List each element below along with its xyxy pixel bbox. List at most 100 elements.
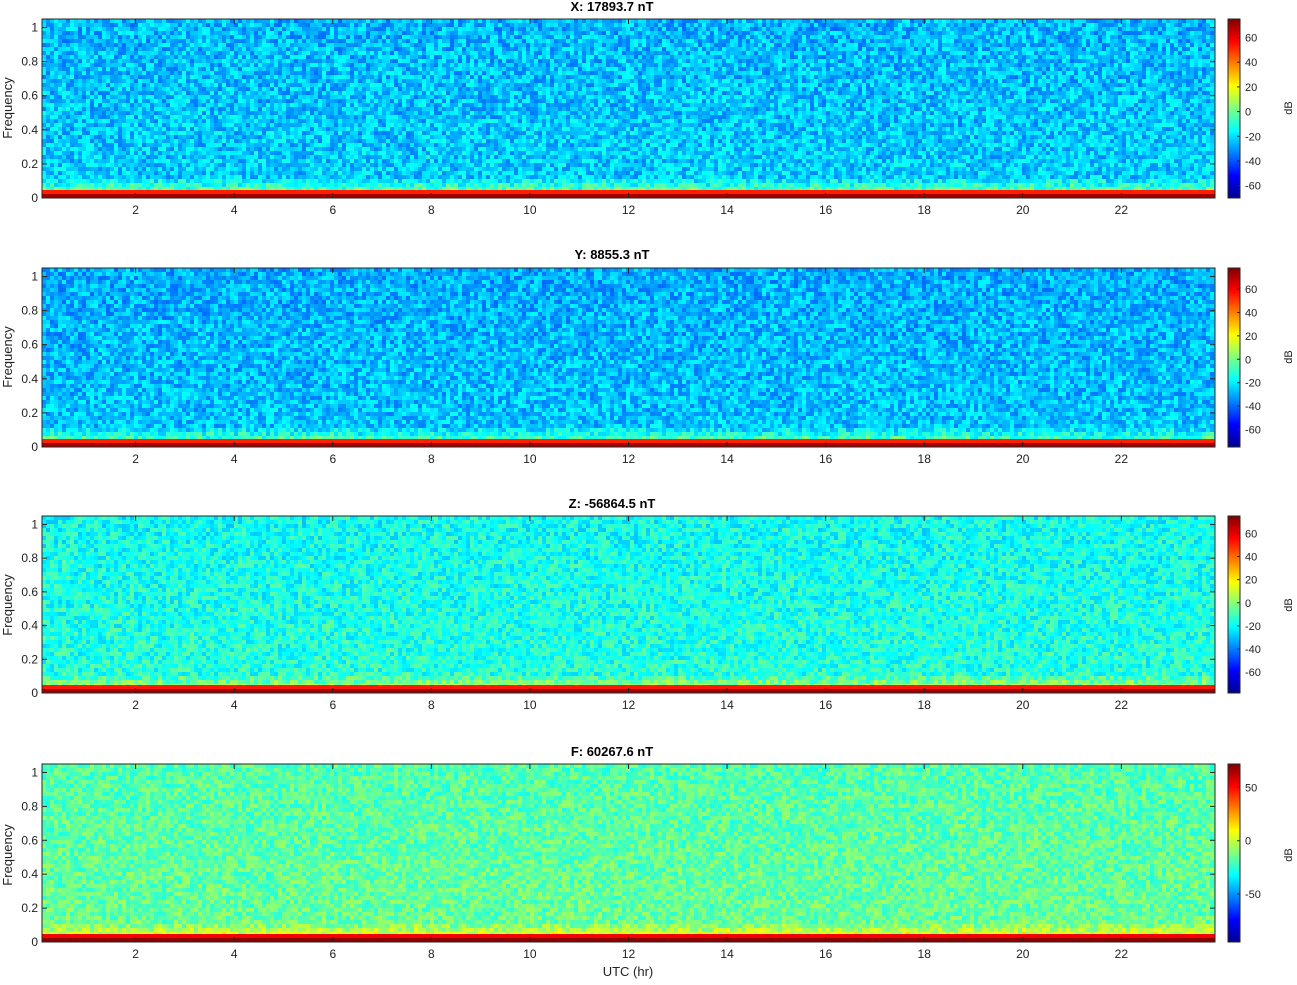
heatmap-cell bbox=[558, 79, 562, 83]
heatmap-cell bbox=[474, 79, 478, 83]
heatmap-cell bbox=[662, 71, 666, 75]
heatmap-cell bbox=[550, 51, 554, 55]
heatmap-cell bbox=[86, 83, 90, 87]
heatmap-cell bbox=[1158, 51, 1162, 55]
heatmap-cell bbox=[378, 83, 382, 87]
heatmap-cell bbox=[598, 75, 602, 79]
heatmap-cell bbox=[558, 23, 562, 27]
heatmap-cell bbox=[674, 83, 678, 87]
heatmap-cell bbox=[858, 39, 862, 43]
heatmap-cell bbox=[886, 23, 890, 27]
heatmap-cell bbox=[1070, 67, 1074, 71]
heatmap-cell bbox=[278, 51, 282, 55]
heatmap-cell bbox=[506, 35, 510, 39]
heatmap-cell bbox=[134, 63, 138, 67]
heatmap-cell bbox=[718, 23, 722, 27]
heatmap-cell bbox=[726, 23, 730, 27]
heatmap-cell bbox=[534, 51, 538, 55]
heatmap-cell bbox=[954, 43, 958, 47]
heatmap-cell bbox=[1030, 71, 1034, 75]
heatmap-cell bbox=[1166, 43, 1170, 47]
heatmap-cell bbox=[786, 75, 790, 79]
heatmap-cell bbox=[642, 39, 646, 43]
heatmap-cell bbox=[838, 83, 842, 87]
heatmap-cell bbox=[854, 51, 858, 55]
heatmap-cell bbox=[50, 59, 54, 63]
heatmap-cell bbox=[858, 75, 862, 79]
heatmap-cell bbox=[982, 55, 986, 59]
heatmap-cell bbox=[590, 19, 594, 23]
heatmap-cell bbox=[582, 59, 586, 63]
heatmap-cell bbox=[278, 71, 282, 75]
heatmap-cell bbox=[562, 67, 566, 71]
heatmap-cell bbox=[250, 23, 254, 27]
heatmap-cell bbox=[390, 31, 394, 35]
heatmap-cell bbox=[742, 27, 746, 31]
heatmap-cell bbox=[406, 75, 410, 79]
heatmap-cell bbox=[374, 39, 378, 43]
heatmap-cell bbox=[470, 59, 474, 63]
heatmap-cell bbox=[642, 31, 646, 35]
heatmap-cell bbox=[354, 43, 358, 47]
heatmap-cell bbox=[270, 79, 274, 83]
heatmap-cell bbox=[418, 43, 422, 47]
heatmap-cell bbox=[190, 27, 194, 31]
heatmap-cell bbox=[406, 23, 410, 27]
heatmap-cell bbox=[406, 35, 410, 39]
heatmap-cell bbox=[1142, 43, 1146, 47]
heatmap-cell bbox=[734, 79, 738, 83]
heatmap-cell bbox=[438, 55, 442, 59]
heatmap-cell bbox=[570, 67, 574, 71]
heatmap-cell bbox=[426, 71, 430, 75]
heatmap-cell bbox=[1086, 71, 1090, 75]
heatmap-cell bbox=[258, 63, 262, 67]
heatmap-cell bbox=[722, 63, 726, 67]
heatmap-cell bbox=[898, 67, 902, 71]
heatmap-cell bbox=[486, 55, 490, 59]
heatmap-cell bbox=[290, 31, 294, 35]
heatmap-cell bbox=[494, 27, 498, 31]
heatmap-cell bbox=[650, 79, 654, 83]
heatmap-cell bbox=[142, 23, 146, 27]
heatmap-cell bbox=[918, 83, 922, 87]
heatmap-cell bbox=[1042, 67, 1046, 71]
heatmap-cell bbox=[74, 51, 78, 55]
heatmap-cell bbox=[62, 59, 66, 63]
heatmap-cell bbox=[718, 75, 722, 79]
heatmap-cell bbox=[1058, 63, 1062, 67]
heatmap-cell bbox=[110, 43, 114, 47]
heatmap-cell bbox=[954, 27, 958, 31]
heatmap-cell bbox=[702, 79, 706, 83]
heatmap-cell bbox=[394, 23, 398, 27]
heatmap-cell bbox=[174, 43, 178, 47]
heatmap-cell bbox=[322, 39, 326, 43]
heatmap-cell bbox=[682, 47, 686, 51]
heatmap-cell bbox=[1010, 55, 1014, 59]
heatmap-cell bbox=[802, 27, 806, 31]
heatmap-cell bbox=[598, 19, 602, 23]
heatmap-cell bbox=[178, 31, 182, 35]
heatmap-cell bbox=[638, 35, 642, 39]
heatmap-cell bbox=[1078, 75, 1082, 79]
heatmap-cell bbox=[750, 19, 754, 23]
heatmap-cell bbox=[122, 43, 126, 47]
heatmap-cell bbox=[166, 31, 170, 35]
heatmap-cell bbox=[430, 67, 434, 71]
heatmap-cell bbox=[138, 51, 142, 55]
heatmap-cell bbox=[1002, 71, 1006, 75]
heatmap-cell bbox=[730, 27, 734, 31]
heatmap-cell bbox=[522, 55, 526, 59]
heatmap-cell bbox=[1182, 79, 1186, 83]
heatmap-cell bbox=[70, 27, 74, 31]
heatmap-cell bbox=[690, 67, 694, 71]
heatmap-cell bbox=[434, 59, 438, 63]
heatmap-cell bbox=[514, 59, 518, 63]
heatmap-cell bbox=[882, 47, 886, 51]
heatmap-cell bbox=[962, 67, 966, 71]
heatmap-cell bbox=[846, 55, 850, 59]
heatmap-cell bbox=[558, 59, 562, 63]
heatmap-cell bbox=[698, 47, 702, 51]
heatmap-cell bbox=[130, 35, 134, 39]
heatmap-cell bbox=[914, 51, 918, 55]
heatmap-cell bbox=[706, 35, 710, 39]
